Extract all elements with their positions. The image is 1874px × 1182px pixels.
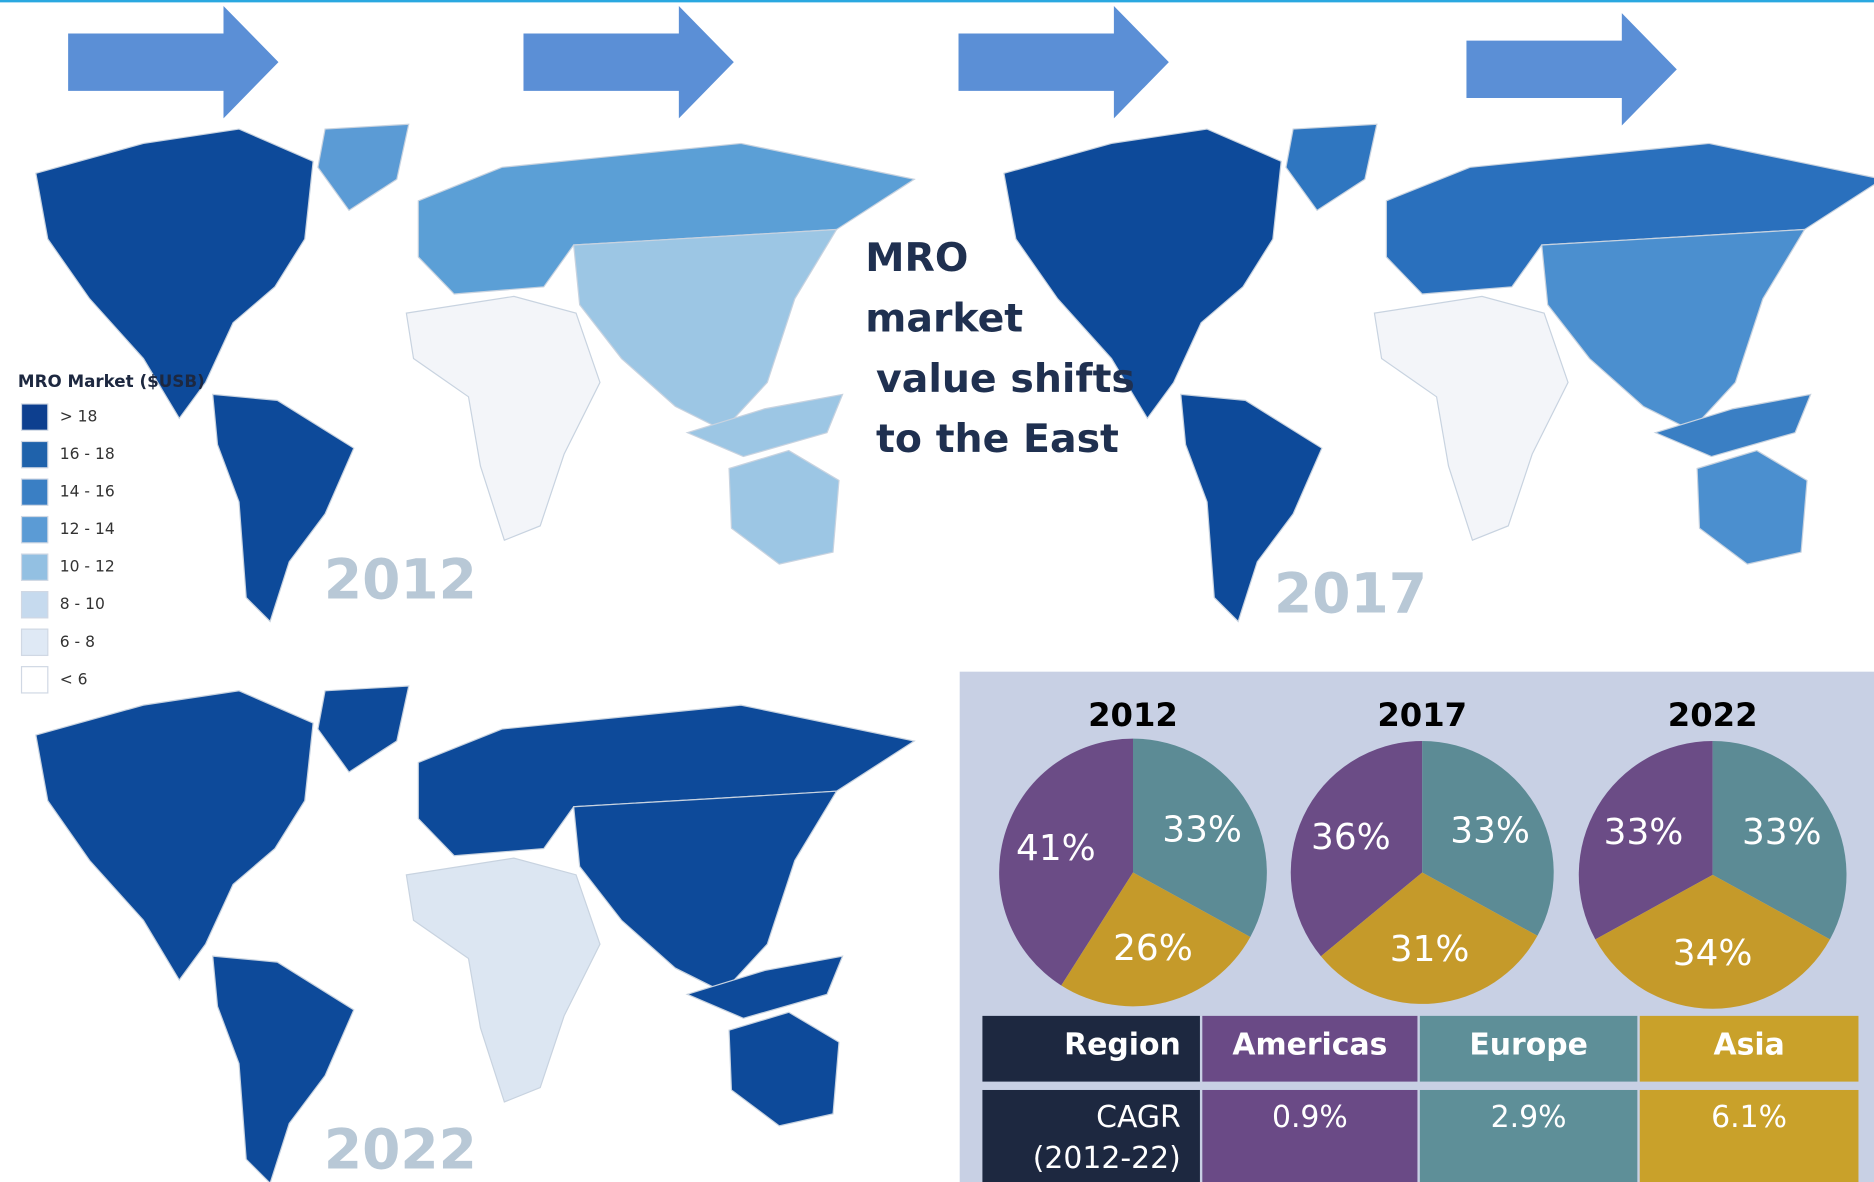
legend-swatch: [20, 440, 49, 469]
region: [405, 857, 601, 1103]
cell-text: 2.9%: [1491, 1100, 1567, 1135]
cell: [1419, 1089, 1638, 1182]
region: [405, 295, 601, 541]
cell: [1202, 1089, 1418, 1182]
arrow: [523, 5, 734, 119]
arrow: [1466, 13, 1677, 126]
legend-label: 14 - 16: [60, 483, 115, 501]
legend-label: 12 - 14: [60, 520, 115, 538]
region: [685, 955, 844, 1019]
region: [685, 393, 844, 458]
pie-title: 2022: [1668, 696, 1758, 734]
region: [573, 228, 838, 431]
world-map: [1003, 123, 1874, 623]
region: [1696, 449, 1808, 565]
header-cell: [1419, 1015, 1638, 1082]
maps: 2012 2017 2022: [35, 123, 1874, 1182]
region: [1653, 393, 1812, 458]
region: [1541, 228, 1806, 431]
table: Region Americas Europe Asia CAGR (2012-22) 0.9…: [982, 1015, 1859, 1182]
legend-label: 8 - 10: [60, 595, 105, 613]
legend-swatch: [20, 666, 49, 694]
pie-label: 33%: [1604, 812, 1684, 853]
legend-swatch: [20, 403, 49, 431]
legend-label: < 6: [60, 670, 88, 688]
pie-slice: [999, 738, 1134, 986]
legend-label: > 18: [60, 408, 98, 426]
region: [35, 690, 314, 982]
legend-swatch: [20, 591, 49, 619]
pie-label: 33%: [1742, 812, 1822, 853]
pie-label: 41%: [1016, 828, 1096, 869]
arrow: [68, 5, 279, 119]
pie-label: 34%: [1673, 933, 1753, 974]
row-label: CAGR: [1096, 1100, 1181, 1135]
region: [35, 128, 314, 420]
pie-label: 33%: [1162, 810, 1242, 851]
legend-title: MRO Market ($USB): [18, 371, 205, 391]
pie-slice: [1712, 740, 1847, 940]
region: [1003, 128, 1282, 420]
map-year: 2017: [1274, 562, 1427, 626]
arrows: [68, 5, 1677, 126]
region: [728, 1011, 840, 1127]
row-label: (2012-22): [1033, 1141, 1181, 1176]
pie-label: 33%: [1450, 810, 1530, 851]
legend-swatch: [20, 628, 49, 657]
region: [212, 955, 355, 1182]
arrow: [958, 5, 1169, 119]
pie-label: 31%: [1390, 929, 1470, 970]
map-year: 2022: [324, 1117, 477, 1181]
region: [728, 449, 840, 565]
header-text: Region: [1064, 1027, 1181, 1062]
legend-label: 6 - 8: [60, 633, 95, 651]
cell: [982, 1089, 1200, 1182]
pie-title: 2012: [1088, 696, 1178, 734]
map-year: 2012: [324, 547, 477, 611]
region: [1180, 393, 1323, 623]
pies: 2012 41% 33% 26% 2017 36% 33% 31% 2022 33% 33% 34%: [999, 696, 1847, 1009]
legend-label: 10 - 12: [60, 558, 115, 576]
legend-swatch: [20, 553, 49, 581]
cell-text: 6.1%: [1711, 1100, 1787, 1135]
legend-swatch: [20, 478, 49, 506]
header-text: Americas: [1232, 1027, 1387, 1062]
cell: [1639, 1089, 1859, 1182]
region: [317, 123, 410, 212]
headline-line: value shifts: [876, 356, 1135, 402]
header-cell: [982, 1015, 1200, 1082]
pie-label: 36%: [1311, 817, 1391, 858]
headline-line: market: [865, 295, 1023, 341]
world-map: [35, 123, 916, 623]
pie-slice: [1595, 874, 1830, 1009]
pie-slice: [1422, 740, 1554, 936]
headline-line: MRO: [865, 235, 968, 281]
cell-text: 0.9%: [1272, 1100, 1348, 1135]
legend-label: 16 - 18: [60, 445, 115, 463]
pie-slice: [1133, 738, 1267, 937]
region: [212, 393, 355, 623]
pie-slice: [1578, 740, 1713, 940]
headline-line: to the East: [876, 416, 1119, 462]
region: [317, 685, 410, 773]
header-text: Asia: [1713, 1027, 1784, 1062]
pie-label: 26%: [1113, 928, 1193, 969]
pie-slice: [1290, 740, 1423, 957]
pie-title: 2017: [1377, 696, 1467, 734]
region: [1373, 295, 1569, 541]
world-map: [35, 685, 916, 1182]
region: [573, 790, 838, 993]
headline: MRO market value shifts to the East: [865, 235, 1135, 462]
legend-swatch: [20, 515, 49, 544]
region: [1285, 123, 1378, 212]
header-text: Europe: [1469, 1027, 1588, 1062]
legend: MRO Market ($USB) > 18 16 - 18 14 - 16 12 - …: [18, 371, 205, 694]
pie-slice: [1061, 872, 1251, 1007]
pie-slice: [1320, 872, 1538, 1004]
header-cell: [1202, 1015, 1418, 1082]
header-cell: [1639, 1015, 1859, 1082]
